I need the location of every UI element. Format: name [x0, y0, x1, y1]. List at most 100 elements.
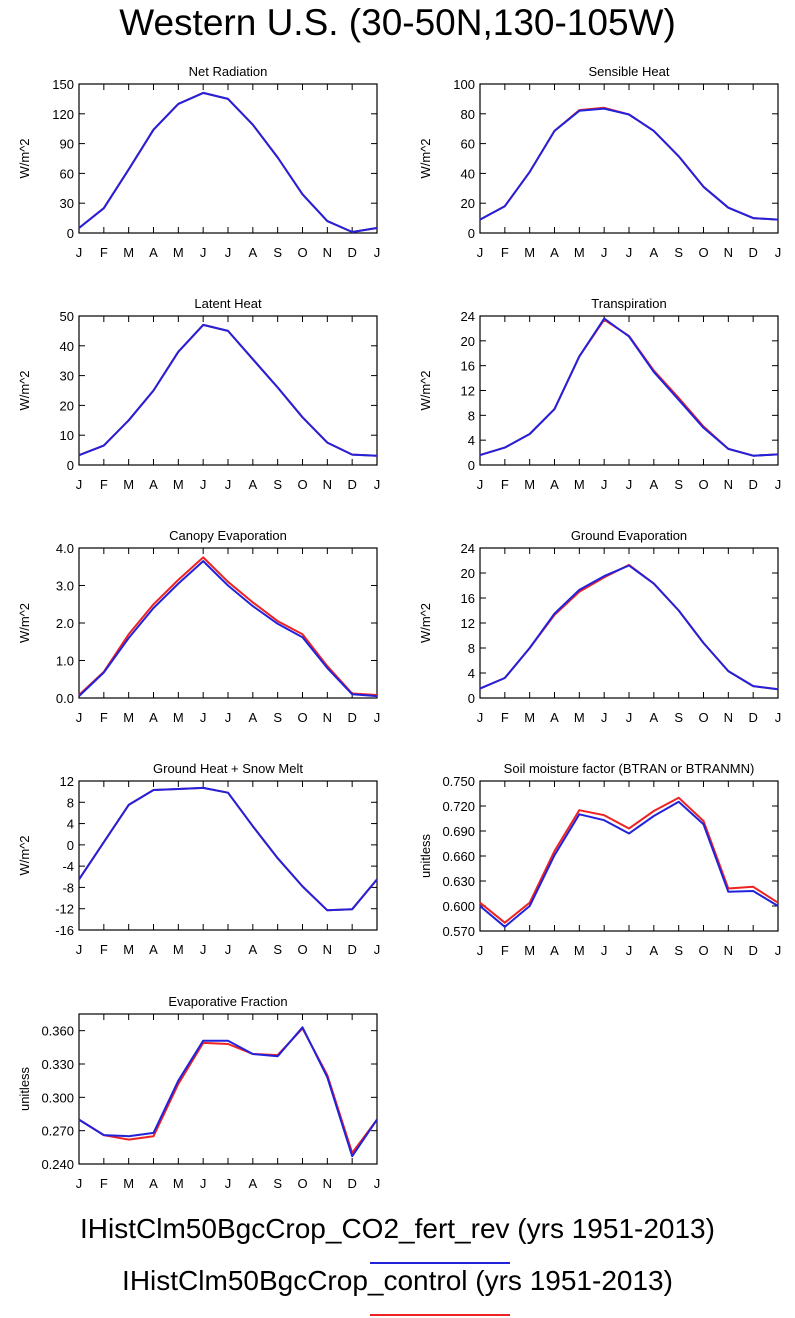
- y-tick-label: 0.270: [41, 1124, 74, 1139]
- y-tick-label: 0.570: [442, 924, 475, 939]
- legend-line-control: [370, 1314, 510, 1316]
- y-tick-label: 0: [67, 838, 74, 853]
- y-tick-label: 30: [60, 369, 74, 384]
- x-tick-label: S: [674, 943, 683, 958]
- x-tick-label: J: [225, 1176, 232, 1191]
- series-line-0: [78, 786, 378, 912]
- y-tick-label: -12: [55, 902, 74, 917]
- y-tick-label: 24: [461, 309, 475, 324]
- x-tick-label: S: [273, 942, 282, 957]
- x-tick-label: A: [149, 1176, 158, 1191]
- y-tick-label: 16: [461, 359, 475, 374]
- x-tick-label: D: [748, 710, 757, 725]
- x-tick-label: J: [775, 943, 782, 958]
- x-tick-label: O: [698, 710, 708, 725]
- x-tick-label: J: [76, 477, 83, 492]
- y-tick-label: 12: [60, 774, 74, 789]
- y-tick-label: 16: [461, 591, 475, 606]
- y-tick-label: 10: [60, 428, 74, 443]
- x-tick-label: A: [248, 245, 257, 260]
- x-tick-label: J: [477, 477, 484, 492]
- y-tick-label: 0: [468, 226, 475, 241]
- x-tick-label: O: [698, 245, 708, 260]
- legend-line-co2-fert-rev: [370, 1262, 510, 1264]
- y-tick-label: 0.660: [442, 849, 475, 864]
- x-tick-label: N: [724, 477, 733, 492]
- series-line-1: [78, 91, 378, 233]
- x-tick-label: S: [674, 245, 683, 260]
- y-tick-label: 20: [60, 398, 74, 413]
- x-tick-label: O: [297, 1176, 307, 1191]
- x-tick-label: M: [574, 943, 585, 958]
- x-tick-label: M: [123, 477, 134, 492]
- x-tick-label: J: [477, 710, 484, 725]
- x-tick-label: M: [574, 245, 585, 260]
- y-tick-label: 30: [60, 196, 74, 211]
- x-tick-label: D: [347, 245, 356, 260]
- x-tick-label: J: [626, 943, 633, 958]
- y-tick-label: 2.0: [56, 616, 74, 631]
- y-tick-label: -4: [62, 859, 74, 874]
- x-tick-label: M: [524, 710, 535, 725]
- x-tick-label: D: [347, 477, 356, 492]
- x-tick-label: D: [748, 245, 757, 260]
- series-line-0: [479, 796, 779, 924]
- x-tick-label: F: [501, 245, 509, 260]
- x-tick-label: M: [123, 942, 134, 957]
- x-tick-label: J: [76, 942, 83, 957]
- y-tick-label: 24: [461, 541, 475, 556]
- x-tick-label: J: [601, 477, 608, 492]
- plot-frame: [78, 83, 378, 234]
- x-tick-label: J: [775, 477, 782, 492]
- series-line-0: [479, 106, 779, 221]
- y-tick-label: 4: [468, 666, 475, 681]
- x-tick-label: J: [200, 245, 207, 260]
- x-tick-label: D: [347, 710, 356, 725]
- y-tick-label: 3.0: [56, 579, 74, 594]
- plot-frame: [479, 547, 779, 699]
- x-tick-label: A: [248, 477, 257, 492]
- series-line-1: [78, 786, 378, 912]
- series-line-1: [78, 1026, 378, 1158]
- x-tick-label: M: [574, 710, 585, 725]
- y-tick-label: 60: [461, 137, 475, 152]
- y-axis-label: W/m^2: [17, 370, 32, 410]
- y-tick-label: 40: [60, 339, 74, 354]
- x-tick-label: S: [273, 245, 282, 260]
- x-tick-label: N: [323, 942, 332, 957]
- y-tick-label: 1.0: [56, 654, 74, 669]
- x-tick-label: A: [149, 245, 158, 260]
- chart-title: Soil moisture factor (BTRAN or BTRANMN): [504, 761, 755, 776]
- chart-title: Net Radiation: [189, 64, 268, 79]
- y-tick-label: 0.720: [442, 799, 475, 814]
- legend-entry-co2-fert-rev: IHistClm50BgcCrop_CO2_fert_rev (yrs 1951…: [0, 1213, 795, 1245]
- x-tick-label: N: [323, 245, 332, 260]
- x-tick-label: O: [297, 710, 307, 725]
- chart-4: Canopy Evaporation W/m^2 0.0 1.0 2.0 3.0 4.0 J F…: [17, 528, 380, 725]
- y-tick-label: 0.600: [442, 899, 475, 914]
- y-tick-label: 150: [52, 77, 74, 92]
- x-tick-label: M: [524, 477, 535, 492]
- x-tick-label: N: [724, 943, 733, 958]
- x-tick-label: F: [100, 942, 108, 957]
- x-tick-label: J: [200, 1176, 207, 1191]
- x-tick-label: N: [323, 477, 332, 492]
- x-tick-label: O: [698, 477, 708, 492]
- y-tick-label: 0.330: [41, 1057, 74, 1072]
- y-tick-label: 0: [67, 458, 74, 473]
- legend-label-co2-fert-rev: IHistClm50BgcCrop_CO2_fert_rev (yrs 1951…: [80, 1213, 715, 1244]
- series-line-1: [479, 800, 779, 928]
- y-tick-label: 20: [461, 566, 475, 581]
- x-tick-label: S: [273, 1176, 282, 1191]
- x-tick-label: J: [626, 245, 633, 260]
- x-tick-label: N: [323, 1176, 332, 1191]
- x-tick-label: M: [524, 943, 535, 958]
- chart-title: Ground Heat + Snow Melt: [153, 761, 303, 776]
- y-tick-label: 0.300: [41, 1090, 74, 1105]
- x-tick-label: D: [347, 1176, 356, 1191]
- x-tick-label: A: [149, 477, 158, 492]
- plot-frame: [78, 547, 378, 699]
